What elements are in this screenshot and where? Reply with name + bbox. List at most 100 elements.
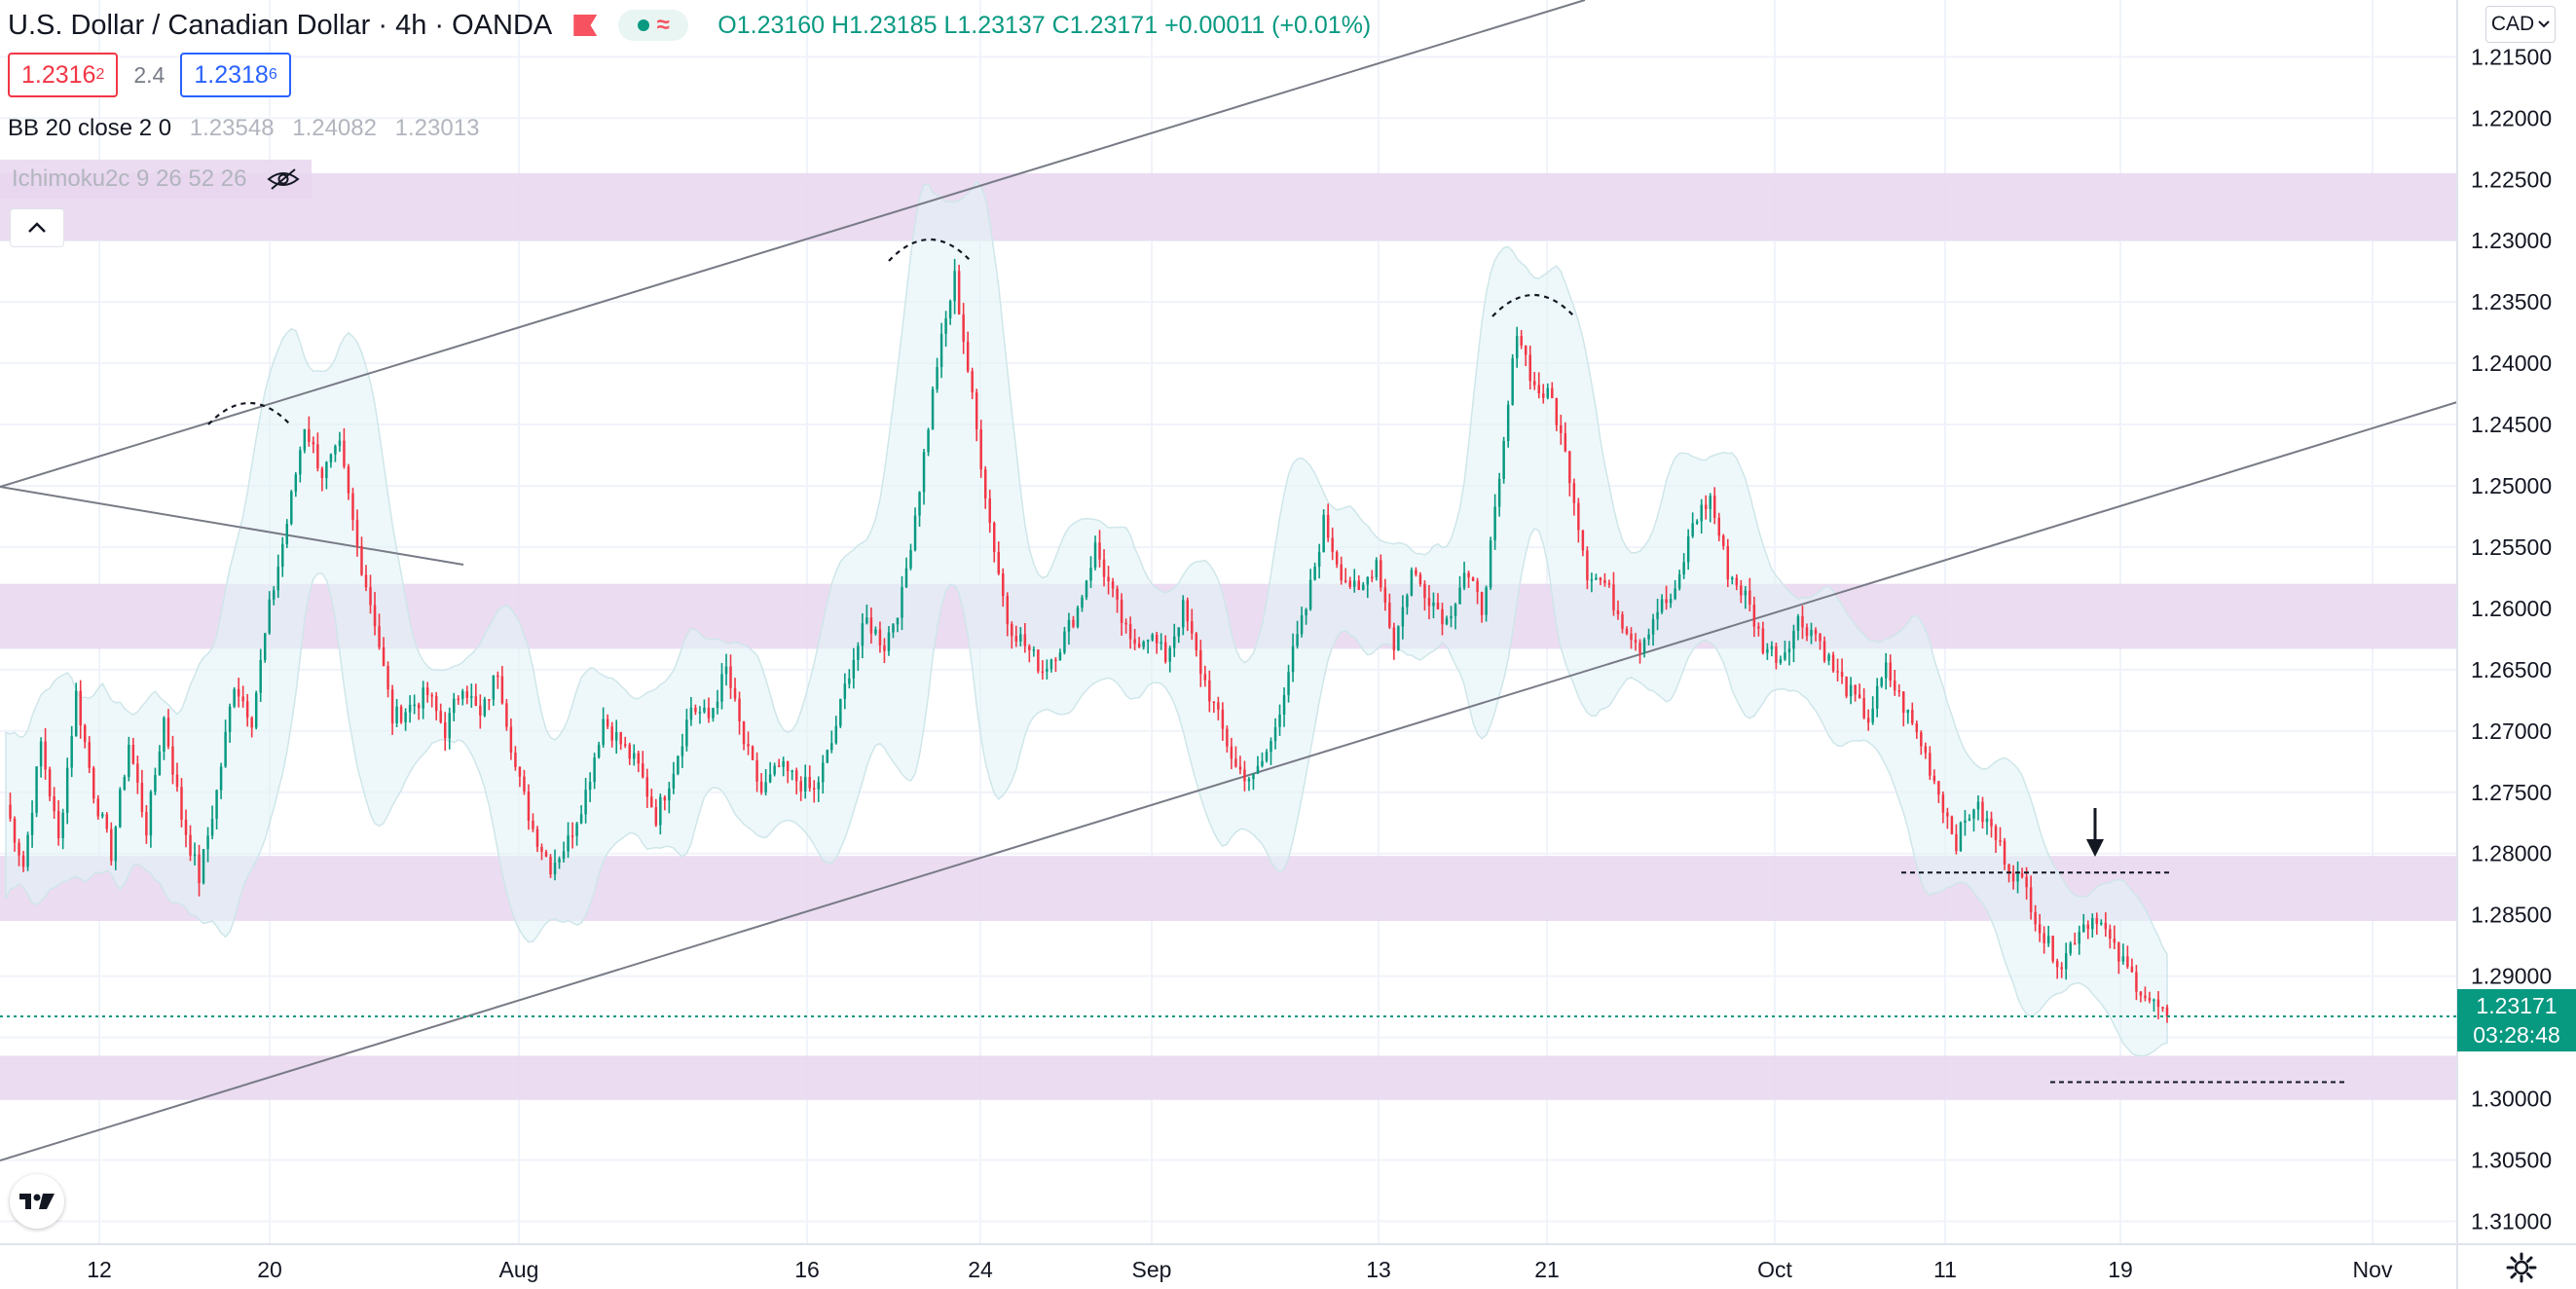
candle-body [13,818,17,843]
candle-body [334,446,337,455]
candle-body [1401,607,1405,627]
candle-body [245,701,249,718]
symbol-title[interactable]: U.S. Dollar / Canadian Dollar · 4h · OAN… [8,9,553,41]
candle-body [1273,726,1277,742]
candle-body [751,746,754,760]
candle-body [1362,584,1365,590]
candle-body [250,718,253,728]
candle-body [1831,654,1835,672]
candle-body [1111,581,1115,589]
candle-body [1238,766,1242,770]
candle-body [535,829,539,847]
candle-body [92,767,95,799]
sell-button[interactable]: 1.2316 2 [8,53,119,97]
candle-body [777,765,781,768]
candle-body [1173,636,1176,648]
candle-body [2025,876,2028,888]
eye-hidden-icon[interactable] [266,167,300,191]
candle-body [228,706,232,732]
candle-body [110,829,113,862]
candle-body [422,687,424,709]
candle-body [1243,769,1246,782]
candle-body [1533,381,1536,386]
candle-body [119,789,122,828]
candle-body [1682,562,1685,574]
trendline [0,401,2458,1161]
candle-body [1120,599,1123,623]
candle-body [1489,540,1492,588]
candle-body [716,701,719,709]
candle-body [1023,634,1027,646]
candle-body [206,835,209,850]
candle-body [308,428,311,442]
tradingview-logo-icon[interactable] [10,1174,64,1229]
settings-gear-icon[interactable] [2506,1252,2537,1283]
candle-body [189,834,192,856]
candle-body [430,694,433,697]
candle-body [21,855,25,867]
candle-body [689,707,693,720]
candle-body [544,851,548,858]
candle-body [285,524,289,544]
trendline [0,486,464,566]
candle-body [1014,636,1018,642]
candle-body [18,842,20,856]
candle-body [9,804,12,819]
candle-body [1757,626,1760,629]
candle-body [1441,608,1444,625]
bollinger-band [5,180,2168,1057]
bb-value-upper: 1.24082 [292,115,377,141]
candle-body [1041,671,1045,674]
candle-body [1410,570,1414,596]
candle-body [830,743,833,751]
candle-body [1665,599,1668,604]
candle-body [1353,580,1356,587]
candle-body [382,646,386,667]
candle-body [913,515,917,551]
collapse-legend-button[interactable] [10,208,64,247]
candle-body [782,760,785,767]
time-scale[interactable]: 12 20 Aug 16 24 Sep 13 21 Oct 11 19 Nov [87,1257,2393,1282]
buy-price-pip: 6 [268,66,277,83]
market-status-pill[interactable]: ≈ [618,10,689,41]
candle-body [30,812,34,835]
currency-button[interactable]: CAD [2485,6,2556,43]
ichimoku-indicator-legend[interactable]: Ichimoku2c 9 26 52 26 [0,160,312,199]
time-tick-label: Sep [1132,1257,1172,1282]
candle-body [865,617,868,624]
candle-body [540,846,543,852]
candle-body [276,567,279,591]
candle-body [2007,865,2010,873]
buy-button[interactable]: 1.2318 6 [180,53,291,97]
high-label: H [831,11,850,39]
candle-body [2082,924,2085,933]
sell-price: 1.2316 [21,60,96,89]
candle-body [343,440,346,467]
candle-body [822,762,825,783]
candle-body [579,814,583,824]
candle-body [465,691,469,698]
candle-body [1159,642,1162,644]
candle-body [1423,583,1426,599]
candle-body [794,770,798,782]
time-tick-label: 19 [2108,1257,2133,1282]
candle-body [320,468,324,479]
candle-body [56,811,60,838]
candle-body [1731,577,1734,580]
low-label: L [943,11,958,39]
bb-indicator-legend[interactable]: BB 20 close 2 0 1.23548 1.24082 1.23013 [8,115,479,142]
price-scale[interactable]: 1.310001.305001.300001.295001.290001.285… [2471,44,2552,1234]
symbol-header: U.S. Dollar / Canadian Dollar · 4h · OAN… [0,6,1371,45]
candle-body [386,666,389,690]
candle-body [1845,677,1848,697]
candle-body [2011,872,2015,882]
candle-body [1929,753,1932,776]
candle-body [1177,627,1180,637]
candle-body [1270,741,1272,753]
flag-icon[interactable] [573,15,598,36]
candle-body [1032,649,1036,651]
candle-body [175,774,179,788]
candle-body [154,774,157,792]
last-price-tag: 1.23171 03:28:48 [2457,989,2576,1051]
